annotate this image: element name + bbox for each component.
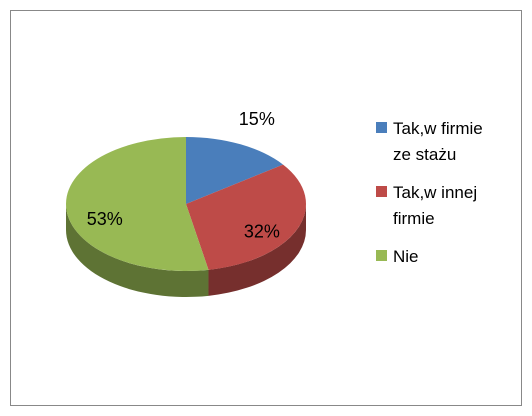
- legend-swatch: [376, 250, 387, 261]
- data-label: 15%: [239, 109, 275, 129]
- legend-label: Tak,w firmie ze stażu: [393, 119, 483, 164]
- legend-label: Tak,w innej firmie: [393, 183, 478, 228]
- legend-item: Nie: [376, 244, 516, 270]
- pie-slice: [65, 137, 209, 271]
- pie-slice: [186, 137, 284, 204]
- data-label: 32%: [244, 222, 280, 242]
- pie-tops: [65, 137, 306, 271]
- pie-side: [66, 204, 209, 297]
- pie-sides: [66, 204, 306, 297]
- legend-item: Tak,w innej firmie: [376, 180, 516, 232]
- data-labels: 15% 32% 53%: [87, 109, 280, 241]
- pie-slice: [186, 164, 306, 270]
- data-label: 53%: [87, 209, 123, 229]
- legend-item: Tak,w firmie ze stażu: [376, 116, 516, 168]
- legend-swatch: [376, 186, 387, 197]
- legend-label: Nie: [393, 247, 419, 266]
- legend: Tak,w firmie ze stażu Tak,w innej firmie N…: [376, 116, 516, 282]
- pie-side: [208, 204, 306, 296]
- legend-swatch: [376, 122, 387, 133]
